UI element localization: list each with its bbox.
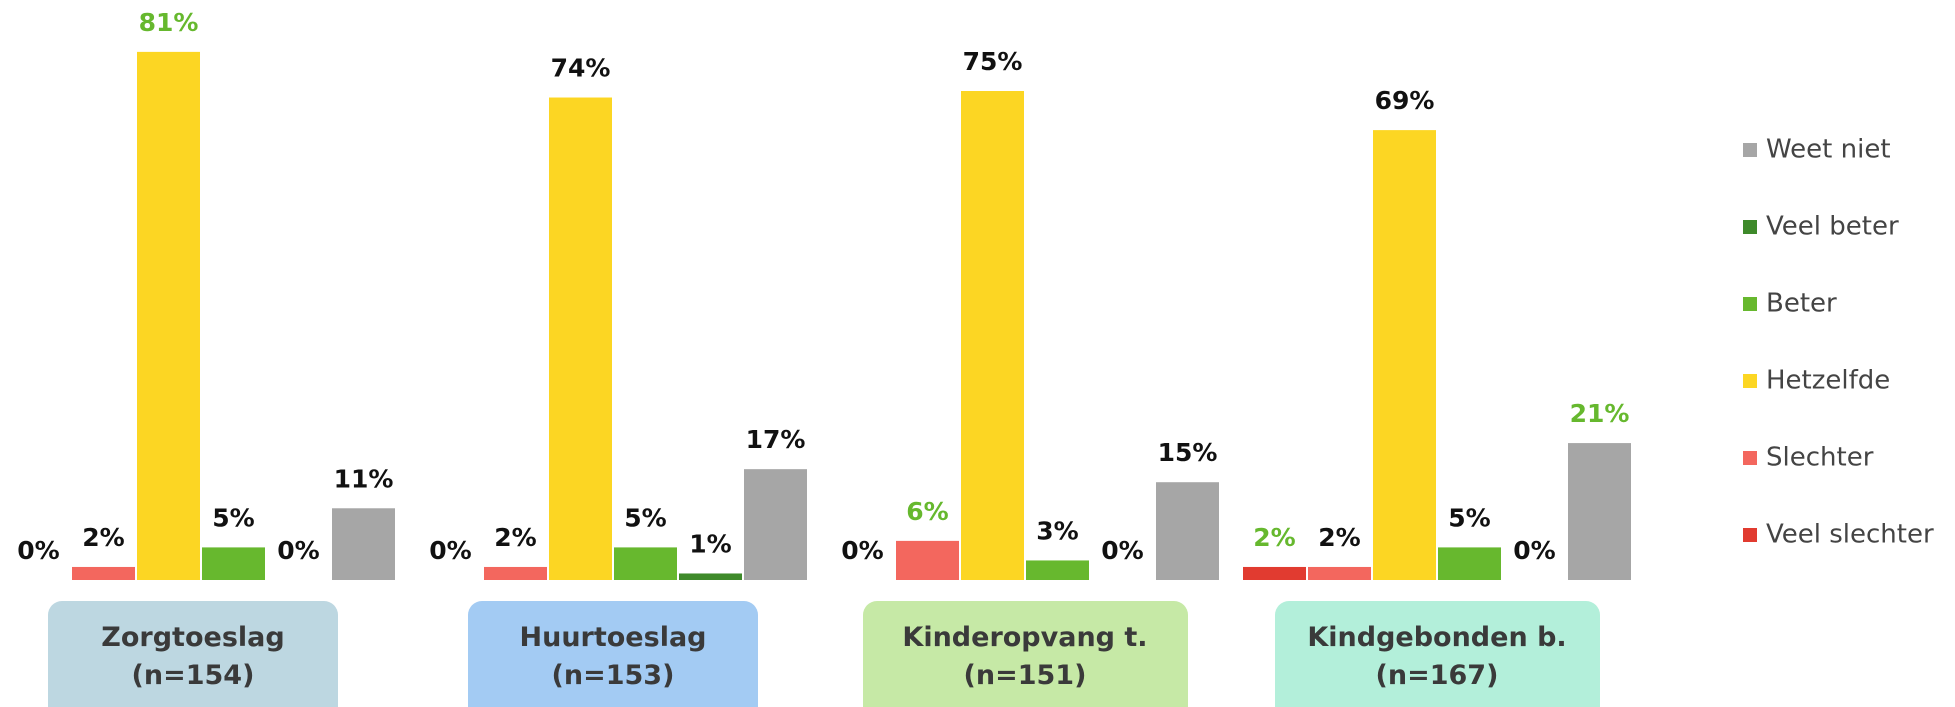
value-label: 2% (494, 523, 536, 552)
bar (744, 469, 807, 580)
legend-label: Veel slechter (1766, 520, 1934, 550)
value-label: 0% (1101, 536, 1143, 565)
bar (1243, 566, 1306, 580)
value-label: 15% (1158, 438, 1218, 467)
bar (1156, 482, 1219, 580)
bar (549, 97, 612, 581)
legend-label: Slechter (1766, 443, 1874, 473)
value-label: 21% (1570, 399, 1630, 428)
bar (72, 566, 135, 580)
value-label: 17% (746, 425, 806, 454)
bar (484, 566, 547, 580)
bar (896, 540, 959, 580)
value-label: 5% (1448, 503, 1490, 532)
value-label: 0% (429, 536, 471, 565)
value-label: 3% (1036, 516, 1078, 545)
value-label: 0% (277, 536, 319, 565)
legend-swatch (1743, 143, 1757, 157)
value-label: 75% (963, 47, 1023, 76)
bar (1568, 443, 1631, 580)
category-label: Zorgtoeslag (n=154) (48, 601, 338, 707)
legend-label: Beter (1766, 289, 1837, 319)
value-label: 2% (1253, 523, 1295, 552)
value-label: 2% (82, 523, 124, 552)
value-label: 5% (212, 503, 254, 532)
bar (1026, 560, 1089, 580)
legend-label: Weet niet (1766, 135, 1891, 165)
bar (332, 508, 395, 580)
bar (1438, 547, 1501, 580)
legend-swatch (1743, 528, 1757, 542)
value-label: 0% (17, 536, 59, 565)
bar (137, 51, 200, 580)
legend-label: Veel beter (1766, 212, 1899, 242)
category-label: Huurtoeslag (n=153) (468, 601, 758, 707)
value-label: 6% (906, 497, 948, 526)
category-label: Kinderopvang t. (n=151) (862, 601, 1188, 707)
value-label: 2% (1318, 523, 1360, 552)
value-label: 0% (1513, 536, 1555, 565)
legend-swatch (1743, 374, 1757, 388)
category-label: Kindgebonden b. (n=167) (1274, 601, 1600, 707)
value-label: 1% (689, 529, 731, 558)
value-label: 69% (1375, 86, 1435, 115)
legend-label: Hetzelfde (1766, 366, 1890, 396)
value-label: 11% (334, 464, 394, 493)
bar (961, 91, 1024, 580)
value-label: 0% (841, 536, 883, 565)
bar (679, 573, 742, 580)
legend-swatch (1743, 220, 1757, 234)
value-label: 74% (551, 54, 611, 83)
legend-swatch (1743, 451, 1757, 465)
legend-swatch (1743, 297, 1757, 311)
bar (614, 547, 677, 580)
bar (1373, 130, 1436, 580)
bar (1308, 566, 1371, 580)
bar (202, 547, 265, 580)
value-label: 81% (139, 8, 199, 37)
value-label: 5% (624, 503, 666, 532)
